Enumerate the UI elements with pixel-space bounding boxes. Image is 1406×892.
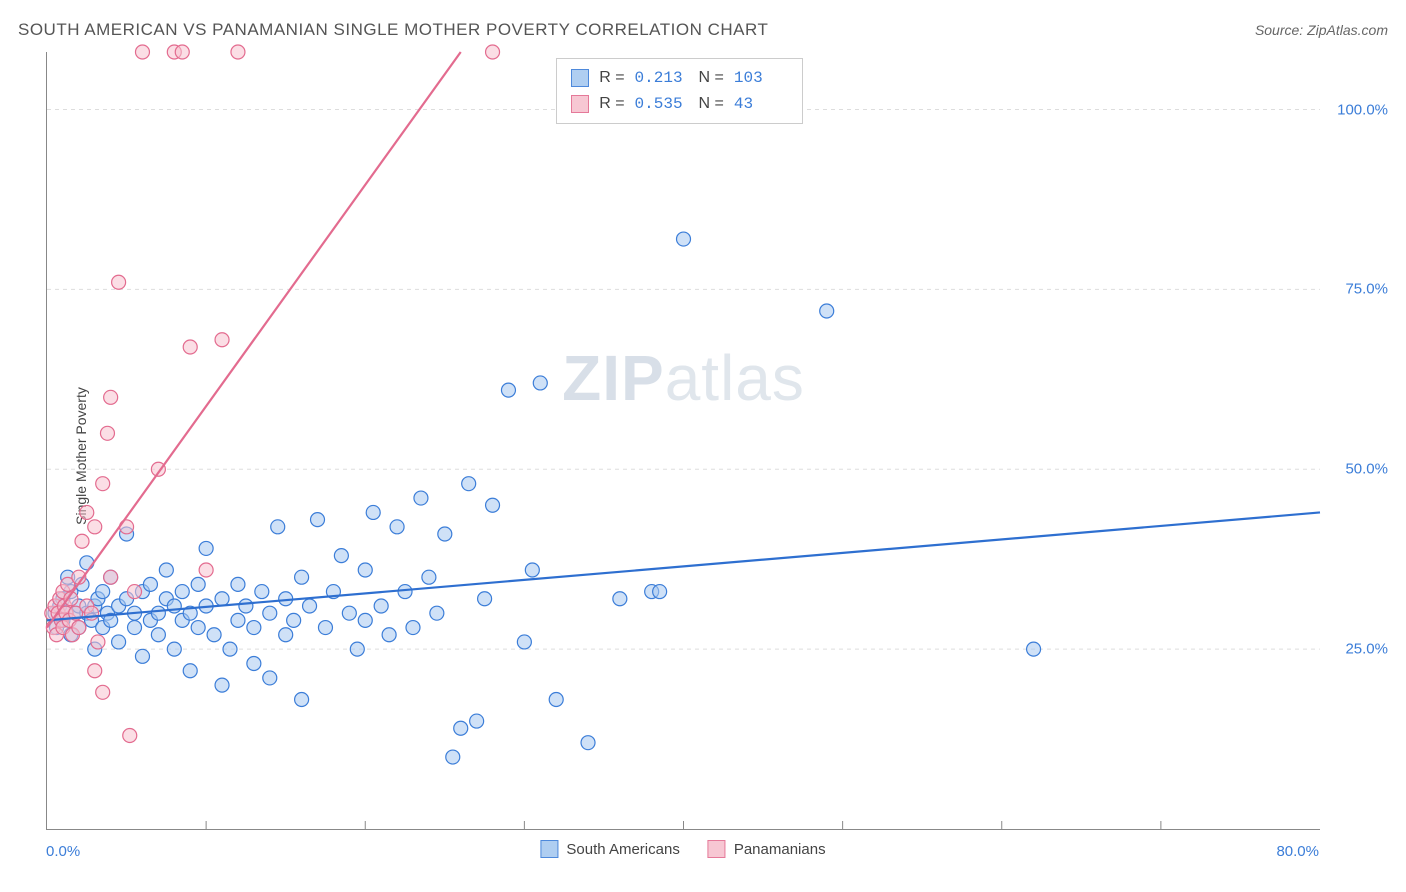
stats-row-series-0: R = 0.213 N = 103 [571, 65, 788, 91]
chart-header: SOUTH AMERICAN VS PANAMANIAN SINGLE MOTH… [18, 20, 1388, 40]
series-legend: South Americans Panamanians [540, 840, 825, 858]
stats-n-value-1: 43 [734, 95, 788, 113]
stats-r-label: R = [599, 69, 624, 87]
swatch-series-1 [571, 95, 589, 113]
y-tick-label: 50.0% [1345, 461, 1388, 478]
y-tick-label: 75.0% [1345, 281, 1388, 298]
y-axis-tick-labels: 25.0% 50.0% 75.0% 100.0% [1326, 52, 1388, 830]
y-tick-label: 25.0% [1345, 641, 1388, 658]
legend-label-0: South Americans [566, 841, 679, 858]
x-tick-label: 0.0% [46, 843, 80, 860]
stats-r-value-1: 0.535 [635, 95, 689, 113]
legend-swatch-0 [540, 840, 558, 858]
chart-svg [47, 52, 1320, 829]
legend-swatch-1 [708, 840, 726, 858]
y-tick-label: 100.0% [1337, 101, 1388, 118]
swatch-series-0 [571, 69, 589, 87]
stats-row-series-1: R = 0.535 N = 43 [571, 91, 788, 117]
stats-r-value-0: 0.213 [635, 69, 689, 87]
x-tick-label: 80.0% [1276, 843, 1319, 860]
legend-label-1: Panamanians [734, 841, 826, 858]
chart-title: SOUTH AMERICAN VS PANAMANIAN SINGLE MOTH… [18, 20, 768, 40]
stats-legend: R = 0.213 N = 103 R = 0.535 N = 43 [556, 58, 803, 124]
stats-r-label: R = [599, 95, 624, 113]
stats-n-value-0: 103 [734, 69, 788, 87]
plot-wrap: Single Mother Poverty ZIPatlas R = 0.213… [46, 52, 1388, 860]
stats-n-label: N = [699, 69, 724, 87]
x-axis-tick-labels: South Americans Panamanians 0.0% 80.0% [46, 834, 1320, 860]
legend-item-0: South Americans [540, 840, 679, 858]
stats-n-label: N = [699, 95, 724, 113]
plot-area: ZIPatlas R = 0.213 N = 103 R = 0.535 N =… [46, 52, 1320, 830]
legend-item-1: Panamanians [708, 840, 826, 858]
source-attribution: Source: ZipAtlas.com [1255, 22, 1388, 38]
